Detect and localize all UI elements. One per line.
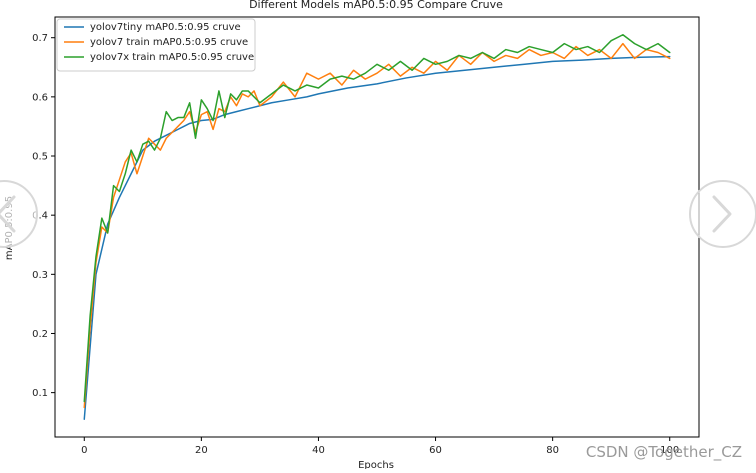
tick-marks: 0 20 40 60 80 100 0.1 0.2 0.3 0.4 0.5 0.6 0.7 [32, 33, 679, 456]
legend-box [56, 18, 256, 72]
y-tick-label-5: 0.6 [32, 92, 48, 103]
x-tick-label-1: 20 [195, 445, 208, 456]
next-image-button[interactable] [689, 180, 756, 248]
x-tick-label-3: 60 [429, 445, 442, 456]
chevron-left-icon [0, 195, 16, 233]
series-line-2 [83, 34, 671, 403]
y-tick-label-4: 0.5 [32, 152, 48, 163]
y-tick-label-2: 0.3 [32, 270, 48, 281]
legend: yolov7tiny mAP0.5:0.95 cruve yolov7 trai… [56, 18, 256, 72]
legend-label-tiny: yolov7tiny mAP0.5:0.95 cruve [90, 22, 241, 33]
x-tick-label-2: 40 [312, 445, 325, 456]
series-layer [83, 34, 671, 420]
chart-title: Different Models mAP0.5:0.95 Compare Cru… [249, 0, 503, 11]
legend-label-train: yolov7 train mAP0.5:0.95 cruve [90, 37, 248, 48]
legend-label-x: yolov7x train mAP0.5:0.95 cruve [90, 52, 254, 63]
y-tick-label-3: 0.4 [32, 211, 48, 222]
x-tick-label-5: 100 [660, 445, 679, 456]
y-tick-label-6: 0.7 [32, 33, 48, 44]
x-axis-label: Epochs [358, 460, 394, 469]
y-tick-label-0: 0.1 [32, 388, 48, 399]
y-tick-label-1: 0.2 [32, 329, 48, 340]
x-tick-label-4: 80 [546, 445, 559, 456]
chevron-right-icon [712, 195, 732, 233]
watermark-text: CSDN @Together_CZ [586, 443, 742, 462]
x-tick-label-0: 0 [81, 445, 87, 456]
previous-image-button[interactable] [0, 180, 38, 248]
